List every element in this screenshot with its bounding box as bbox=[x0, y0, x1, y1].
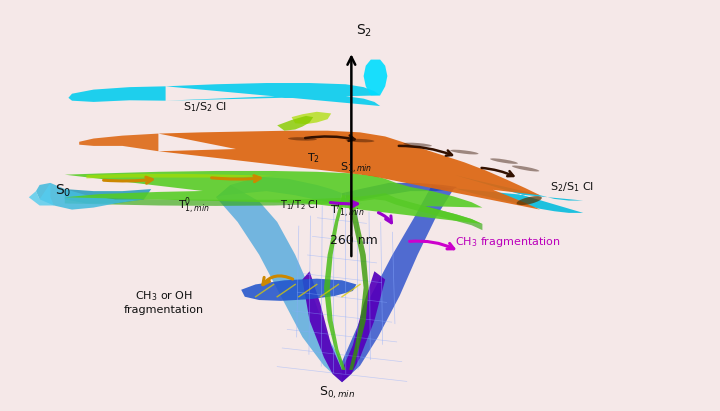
Polygon shape bbox=[277, 116, 313, 131]
Polygon shape bbox=[302, 271, 385, 382]
Polygon shape bbox=[166, 83, 380, 106]
Text: $\mathrm{T}^0_{1,min}$: $\mathrm{T}^0_{1,min}$ bbox=[179, 195, 210, 216]
Polygon shape bbox=[292, 112, 331, 124]
Text: $\mathrm{CH}_3$ or OH
fragmentation: $\mathrm{CH}_3$ or OH fragmentation bbox=[124, 289, 204, 315]
Polygon shape bbox=[79, 134, 158, 151]
Text: $\mathrm{S}_{1,min}$: $\mathrm{S}_{1,min}$ bbox=[341, 161, 372, 176]
Text: $\mathrm{T}_1/\mathrm{T}_2$ CI: $\mathrm{T}_1/\mathrm{T}_2$ CI bbox=[279, 199, 318, 212]
Ellipse shape bbox=[346, 139, 374, 142]
Polygon shape bbox=[158, 131, 540, 210]
Polygon shape bbox=[454, 175, 583, 213]
Polygon shape bbox=[241, 279, 356, 301]
Text: $\mathrm{T}_2$: $\mathrm{T}_2$ bbox=[307, 151, 320, 165]
Polygon shape bbox=[342, 185, 454, 382]
Text: $\mathrm{S}_2$: $\mathrm{S}_2$ bbox=[356, 23, 372, 39]
Ellipse shape bbox=[516, 196, 542, 205]
Text: $\mathrm{S}_0$: $\mathrm{S}_0$ bbox=[55, 183, 71, 199]
Text: $\mathrm{S}_1/\mathrm{S}_2$ CI: $\mathrm{S}_1/\mathrm{S}_2$ CI bbox=[183, 100, 228, 114]
Text: 260 nm: 260 nm bbox=[330, 234, 378, 247]
Ellipse shape bbox=[450, 150, 479, 155]
Ellipse shape bbox=[512, 166, 539, 171]
Polygon shape bbox=[216, 185, 342, 382]
Polygon shape bbox=[216, 177, 342, 206]
Text: $\mathrm{S}_{0,min}$: $\mathrm{S}_{0,min}$ bbox=[319, 384, 355, 401]
Ellipse shape bbox=[490, 158, 518, 164]
Polygon shape bbox=[86, 174, 274, 178]
Polygon shape bbox=[65, 189, 151, 203]
Polygon shape bbox=[65, 193, 482, 230]
Text: $\mathrm{S}_2/\mathrm{S}_1$ CI: $\mathrm{S}_2/\mathrm{S}_1$ CI bbox=[550, 180, 595, 194]
Ellipse shape bbox=[403, 143, 432, 147]
Polygon shape bbox=[346, 195, 369, 370]
Polygon shape bbox=[29, 183, 54, 206]
Polygon shape bbox=[324, 195, 346, 370]
Polygon shape bbox=[68, 86, 166, 102]
Text: $\mathrm{T}'_{1,min}$: $\mathrm{T}'_{1,min}$ bbox=[330, 203, 365, 220]
Ellipse shape bbox=[288, 137, 317, 141]
Polygon shape bbox=[364, 60, 387, 95]
Polygon shape bbox=[65, 171, 482, 224]
Polygon shape bbox=[36, 183, 144, 210]
Polygon shape bbox=[342, 183, 457, 203]
Text: $\mathrm{CH}_3$ fragmentation: $\mathrm{CH}_3$ fragmentation bbox=[455, 236, 560, 249]
